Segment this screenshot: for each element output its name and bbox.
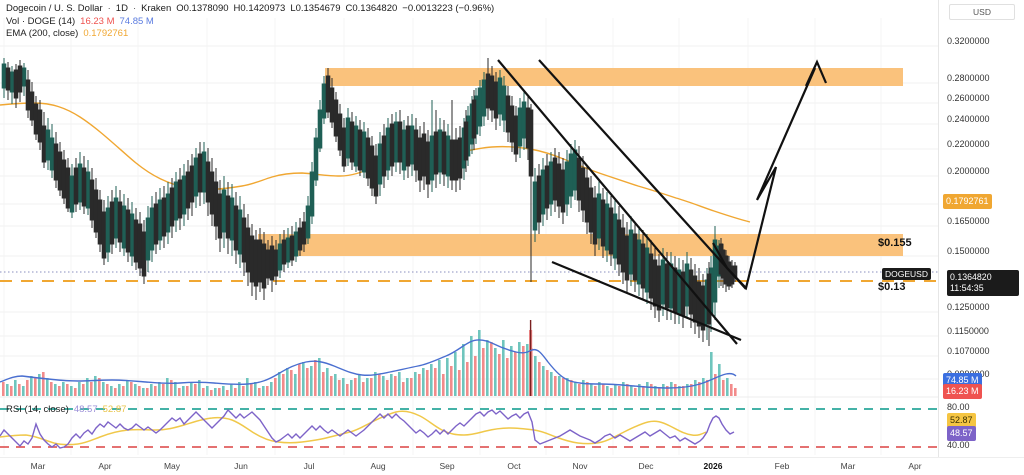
volume-current-value: 16.23 M [80,15,115,27]
resistance-zone-upper [325,68,903,86]
price-tick: 0.2200000 [947,139,990,149]
last-price-pill: 0.1364820 11:54:35 [947,270,1019,296]
time-tick: Mar [30,461,46,471]
price-tick: 0.1650000 [947,216,990,226]
exchange-label[interactable]: Kraken [141,3,172,14]
price-tick: 0.2800000 [947,73,990,83]
price-tick: 0.1500000 [947,246,990,256]
time-tick: Oct [507,461,521,471]
price-tick: 0.1070000 [947,346,990,356]
projection-path-group[interactable] [712,59,828,291]
time-tick: Jul [303,461,315,471]
price-tick: 0.2400000 [947,114,990,124]
legend-row-volume: Vol · DOGE (14) 16.23 M 74.85 M [6,16,494,29]
price-tick: 40.00 [947,440,970,450]
rsi-legend-label[interactable]: RSI (14, close) [6,404,69,415]
price-tick: 80.00 [947,402,970,412]
projection-zigzag[interactable] [712,67,817,291]
volume-ma-line [0,339,737,389]
rsi-panel [0,408,938,449]
time-tick: Jun [234,461,248,471]
time-tick: Aug [370,461,386,471]
volume-ma-value: 74.85 M [119,15,154,27]
candlestick-series [1,58,738,346]
volume-bars [2,320,737,396]
price-axis[interactable]: USD 0.3200000 0.2800000 0.2600000 0.2400000… [938,0,1024,457]
volume-panel [0,320,737,396]
price-tick: 0.1150000 [947,326,989,336]
price-change: −0.0013223 (−0.96%) [402,3,495,14]
legend-row-symbol: Dogecoin / U. S. Dollar · 1D · Kraken O0… [6,3,494,16]
chart-canvas [0,18,938,455]
time-axis[interactable]: Mar Apr May Jun Jul Aug Sep Oct Nov Dec 2026 Feb Mar… [0,457,1024,475]
legend-sep-1: · [107,3,111,14]
volume-legend-label[interactable]: Vol · DOGE (14) [6,15,76,27]
rsi-current-value: 48.57 [73,404,98,415]
horizontal-gridlines [0,45,938,380]
rsi-purple-pill: 48.57 [947,426,976,441]
currency-label[interactable]: USD [949,4,1015,20]
ema-legend-label[interactable]: EMA (200, close) [6,28,79,39]
ohlc-open: O0.1378090 [176,3,229,14]
wedge-lower-trendline[interactable] [551,260,742,342]
time-tick: Sep [439,461,455,471]
rsi-ma-current-value: 52.87 [102,404,127,415]
wedge-upper-trendline[interactable] [497,59,738,345]
time-tick: Mar [840,461,856,471]
wedge-upper-trendline-2[interactable] [538,59,747,290]
rsi-yellow-pill: 52.87 [947,413,976,428]
time-tick: May [163,461,181,471]
price-tick: 0.1250000 [947,302,990,312]
price-tick: 0.2600000 [947,93,990,103]
chart-legend: Dogecoin / U. S. Dollar · 1D · Kraken O0… [6,3,494,41]
time-tick: Apr [908,461,922,471]
time-tick: Feb [774,461,790,471]
legend-sep-2: · [132,3,137,14]
interval-label[interactable]: 1D [115,3,128,14]
symbol-title[interactable]: Dogecoin / U. S. Dollar [6,3,103,14]
chart-plot-area[interactable]: $0.155 $0.13 [0,0,938,457]
ohlc-low: L0.1354679 [290,3,341,14]
time-tick: Dec [638,461,654,471]
ema-current-value: 0.1792761 [83,28,129,39]
rsi-legend: RSI (14, close) 48.57 52.87 [6,404,126,417]
ohlc-high: H0.1420973 [233,3,286,14]
rsi-line [0,408,735,449]
time-tick: Apr [98,461,112,471]
time-tick: 2026 [703,461,723,471]
resistance-level-label: $0.155 [878,237,912,249]
volume-red-pill: 16.23 M [943,384,982,399]
price-tick: 0.3200000 [947,36,990,46]
trendline-group[interactable] [497,59,747,345]
ema-price-pill: 0.1792761 [943,194,992,209]
projection-arrowhead [805,59,828,87]
time-tick: Nov [572,461,588,471]
support-level-label: $0.13 [878,281,906,293]
legend-row-ema: EMA (200, close) 0.1792761 [6,28,494,41]
symbol-price-tag: DOGEUSD [882,268,931,280]
ohlc-close: C0.1364820 [345,3,398,14]
price-tick: 0.2000000 [947,166,990,176]
resistance-zone-155 [258,234,903,256]
